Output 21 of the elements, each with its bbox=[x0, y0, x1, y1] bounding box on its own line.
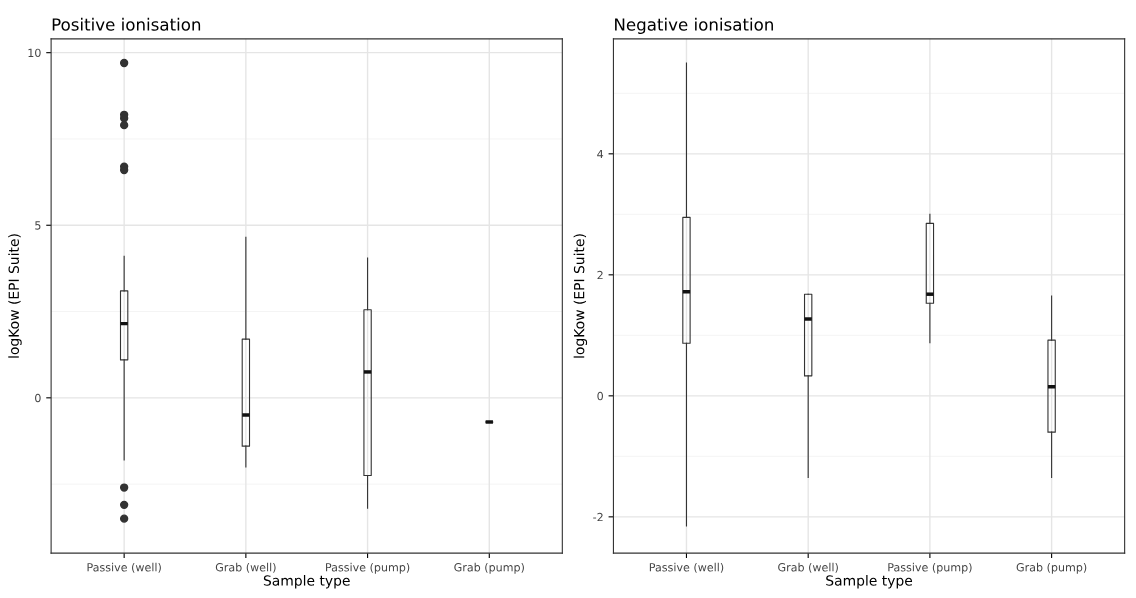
y-tick-label: 2 bbox=[597, 270, 603, 280]
x-tick-label: Passive (pump) bbox=[326, 562, 410, 574]
y-tick-label: 5 bbox=[35, 221, 41, 230]
chart-title: Positive ionisation bbox=[52, 17, 201, 31]
y-axis-title: logKow (EPI Suite) bbox=[8, 234, 22, 358]
y-tick-label: -2 bbox=[593, 512, 603, 522]
y-tick-label: 4 bbox=[597, 149, 604, 159]
x-tick-label: Grab (pump) bbox=[454, 562, 524, 574]
x-tick-label: Passive (pump) bbox=[888, 562, 972, 574]
x-tick-label: Grab (pump) bbox=[1016, 562, 1087, 574]
x-axis-title: Sample type bbox=[826, 575, 913, 589]
x-axis-title: Sample type bbox=[263, 575, 350, 589]
x-tick-label: Passive (well) bbox=[87, 562, 161, 573]
x-tick-label: Passive (well) bbox=[649, 562, 724, 573]
y-tick-label: 0 bbox=[597, 391, 603, 401]
chart-title: Negative ionisation bbox=[615, 17, 773, 34]
y-tick-label: 0 bbox=[35, 393, 41, 403]
x-tick-label: Grab (well) bbox=[215, 562, 276, 573]
y-tick-label: 10 bbox=[28, 48, 41, 58]
x-tick-label: Grab (well) bbox=[778, 562, 838, 573]
y-axis-title: logKow (EPI Suite) bbox=[573, 234, 588, 358]
